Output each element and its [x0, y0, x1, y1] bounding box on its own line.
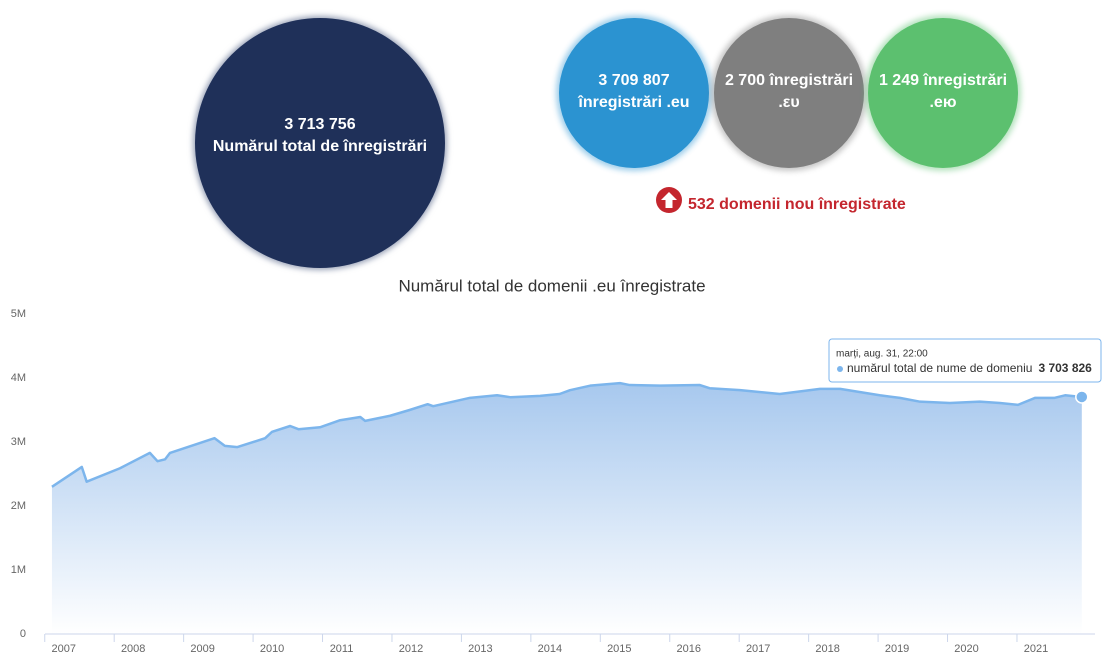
x-tick-label: 2011 [330, 643, 354, 655]
small-circles: 3 709 807 înregistrări .eu 2 700 înregistr… [556, 15, 1021, 171]
tooltip-value: 3 703 826 [1038, 361, 1092, 375]
up-arrow [661, 192, 677, 208]
y-tick-label: 2M [11, 500, 26, 512]
chart: 0 1M 2M 3M 4M 5M 2007 2008 2009 2010 2011 2012 2013 2… [11, 308, 1102, 655]
hover-point [1075, 390, 1089, 404]
new-domains: 532 domenii nou înregistrate [688, 196, 906, 213]
x-tick-label: 2019 [885, 643, 909, 655]
area-fill [51, 383, 1082, 634]
y-tick-label: 3M [11, 436, 26, 448]
stat-circle [868, 18, 1018, 168]
total-circle [195, 18, 445, 268]
x-tick-label: 2009 [190, 643, 214, 655]
tooltip-line: numărul total de nume de domeniu 3 703 82… [847, 361, 1092, 375]
x-tick-label: 2016 [677, 643, 701, 655]
y-tick-label: 0 [20, 628, 26, 640]
x-tick-label: 2020 [954, 643, 978, 655]
x-tick-label: 2014 [538, 643, 562, 655]
x-tick-label: 2017 [746, 643, 770, 655]
stat-text: .ею [929, 94, 956, 111]
area-line [51, 381, 1082, 488]
tooltip-box [828, 338, 1102, 383]
stat-text: 1 249 înregistrări [879, 72, 1007, 89]
stat-circle [714, 18, 864, 168]
y-tick-label: 5M [11, 308, 26, 320]
stat-circle [559, 18, 709, 168]
x-tick-label: 2010 [260, 643, 284, 655]
total-value: 3 713 756 [284, 116, 355, 133]
tooltip-date: marți, aug. 31, 22:00 [836, 349, 928, 360]
x-tick-label: 2015 [607, 643, 631, 655]
stat-text: 2 700 înregistrări [725, 72, 853, 89]
y-tick-label: 1M [11, 564, 26, 576]
x-tick-label: 2012 [399, 643, 423, 655]
stat-text: 3 709 807 [598, 72, 669, 89]
tooltip-series-name: numărul total de nume de domeniu [847, 361, 1032, 375]
tooltip-bullet [837, 366, 843, 372]
x-tick-label: 2007 [52, 643, 76, 655]
x-tick-label: 2008 [121, 643, 145, 655]
x-tick-label: 2013 [468, 643, 492, 655]
stat-text: .ευ [778, 94, 799, 111]
x-tick-label: 2018 [815, 643, 839, 655]
y-tick-label: 4M [11, 372, 26, 384]
total-label: Numărul total de înregistrări [213, 138, 427, 155]
stat-text: înregistrări .eu [577, 94, 689, 111]
x-tick-label: 2021 [1024, 643, 1048, 655]
chart-title: Numărul total de domenii .eu înregistrat… [398, 276, 705, 295]
